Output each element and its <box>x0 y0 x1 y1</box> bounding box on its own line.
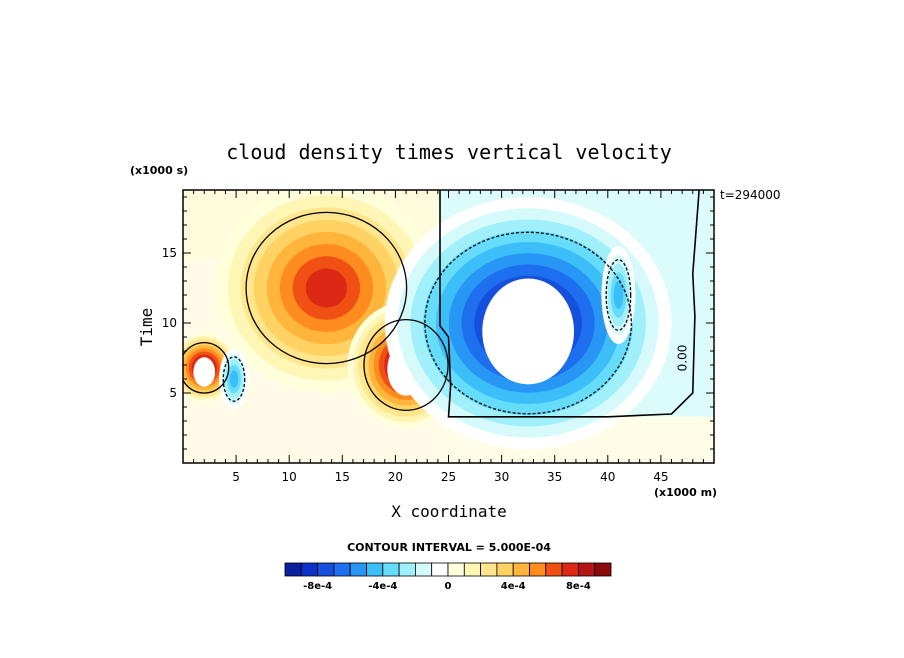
colorbar-swatch <box>398 562 416 577</box>
y-tick-label: 10 <box>162 316 177 330</box>
colorbar-swatch <box>561 562 579 577</box>
field-saturated-4 <box>482 278 575 385</box>
colorbar-swatch <box>284 562 302 577</box>
y-tick-label: 5 <box>169 386 177 400</box>
x-tick-label: 30 <box>494 470 509 484</box>
contour-line-3 <box>222 356 246 402</box>
field-level-negative-5-4 <box>613 281 624 309</box>
contour-line-5 <box>605 259 632 331</box>
contour-layer: 0.00 <box>183 190 700 418</box>
colorbar-tick-label: -8e-4 <box>303 581 332 592</box>
colorbar: -8e-4 -4e-4 0 4e-4 8e-4 <box>284 562 612 592</box>
colorbar-swatch <box>463 562 481 577</box>
y-axis-label: Time <box>137 308 156 347</box>
colorbar-swatch <box>512 562 530 577</box>
colorbar-swatch <box>480 562 498 577</box>
colorbar-swatch <box>447 562 465 577</box>
colorbar-tick-label: 4e-4 <box>501 581 526 592</box>
x-tick-label: 5 <box>232 470 240 484</box>
colorbar-swatch <box>431 562 449 577</box>
contour-line-0 <box>183 341 230 394</box>
contour-line-2 <box>363 318 449 412</box>
colorbar-swatch <box>594 562 612 577</box>
colorbar-tick-label: 8e-4 <box>566 581 591 592</box>
colorbar-swatch <box>529 562 547 577</box>
colorbar-swatch <box>349 562 367 577</box>
colorbar-tick-label: 0 <box>445 581 452 592</box>
colorbar-swatch <box>300 562 318 577</box>
y-units-label: (x1000 s) <box>130 164 188 177</box>
zero-contour <box>439 190 700 418</box>
x-tick-label: 25 <box>441 470 456 484</box>
x-tick-label: 45 <box>653 470 668 484</box>
colorbar-swatch <box>545 562 563 577</box>
y-axis: 5 10 15 <box>162 196 714 450</box>
field-level-positive-1-7 <box>305 268 348 308</box>
colorbar-swatch <box>333 562 351 577</box>
field-saturated-0 <box>193 357 216 387</box>
chart-title: cloud density times vertical velocity <box>226 140 672 164</box>
colorbar-swatch <box>578 562 596 577</box>
colorbar-swatch <box>496 562 514 577</box>
x-tick-label: 35 <box>547 470 562 484</box>
x-axis: 5 10 15 20 25 30 35 40 45 <box>193 190 704 484</box>
field-layer <box>183 190 714 463</box>
colorbar-swatch <box>317 562 335 577</box>
x-tick-label: 15 <box>335 470 350 484</box>
y-tick-label: 15 <box>162 246 177 260</box>
contour-line-1 <box>245 211 408 365</box>
x-axis-label: X coordinate <box>391 502 507 521</box>
x-tick-label: 10 <box>282 470 297 484</box>
colorbar-swatch <box>382 562 400 577</box>
x-tick-label: 20 <box>388 470 403 484</box>
contour-interval-text: CONTOUR INTERVAL = 5.000E-04 <box>347 541 551 554</box>
contour-line-4 <box>424 231 633 415</box>
time-label: t=294000 <box>720 188 781 202</box>
field-level-negative-3-4 <box>229 370 239 388</box>
colorbar-tick-label: -4e-4 <box>368 581 397 592</box>
contour-label: 0.00 <box>675 345 689 372</box>
x-tick-label: 40 <box>600 470 615 484</box>
colorbar-swatch <box>366 562 384 577</box>
colorbar-swatch <box>414 562 433 577</box>
x-units-label: (x1000 m) <box>654 486 717 499</box>
